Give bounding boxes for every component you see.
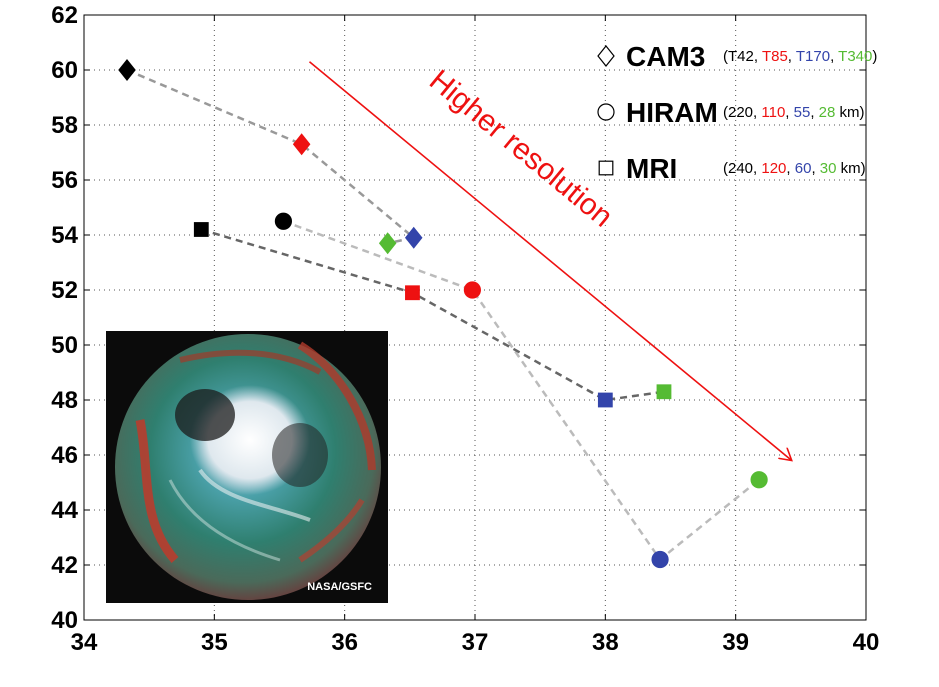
x-tick-label: 40 xyxy=(853,629,880,656)
data-point-square xyxy=(405,285,420,301)
data-point-square xyxy=(656,384,672,400)
y-tick-label: 46 xyxy=(51,442,78,469)
y-tick-label: 60 xyxy=(51,57,78,84)
data-point-circle xyxy=(274,212,293,230)
data-point-circle xyxy=(750,471,768,489)
y-tick-label: 44 xyxy=(51,497,78,524)
legend-value: , xyxy=(785,104,793,121)
inset-credit: NASA/GSFC xyxy=(307,581,372,593)
data-point-square xyxy=(597,392,613,408)
legend-value: , xyxy=(786,160,794,177)
legend-value: ( xyxy=(723,160,728,177)
legend-model-name: HIRAM xyxy=(626,97,718,128)
series-lines xyxy=(126,68,760,562)
x-tick-label: 39 xyxy=(722,629,749,656)
legend-model-name: CAM3 xyxy=(626,41,705,72)
y-tick-label: 62 xyxy=(51,2,78,29)
y-tick-label: 52 xyxy=(51,277,78,304)
legend-value: T340 xyxy=(838,48,872,65)
data-point-diamond xyxy=(404,226,423,249)
axis-ticks: 34 35 36 37 38 39 40 40 42 44 46 48 50 52 54 56 58 60 62 xyxy=(51,2,879,656)
legend-value: 30 xyxy=(820,160,837,177)
y-tick-label: 48 xyxy=(51,387,78,414)
legend-value: T42 xyxy=(728,48,754,65)
legend-value: 220 xyxy=(728,104,753,121)
x-tick-label: 34 xyxy=(71,629,98,656)
legend-value: ) xyxy=(872,48,877,65)
legend-value: ( xyxy=(723,48,728,65)
legend-entry-text: (240, 120, 60, 30 km) xyxy=(723,160,866,177)
legend-value: , xyxy=(753,160,761,177)
legend-value: 28 xyxy=(819,104,836,121)
legend-marker-diamond xyxy=(597,45,615,67)
legend-value: 55 xyxy=(794,104,811,121)
x-tick-label: 36 xyxy=(331,629,358,656)
y-tick-label: 56 xyxy=(51,167,78,194)
legend-value: T85 xyxy=(762,48,788,65)
legend-marker-circle xyxy=(597,103,615,121)
legend-value: , xyxy=(754,48,762,65)
series-markers xyxy=(118,59,768,569)
data-point-square xyxy=(193,222,209,237)
legend-entry-text: (T42, T85, T170, T340) xyxy=(723,48,877,65)
legend-entry-text: (220, 110, 55, 28 km) xyxy=(723,104,865,121)
series-line-circle xyxy=(282,220,760,562)
legend-value: , xyxy=(788,48,796,65)
legend-value: , xyxy=(753,104,761,121)
x-tick-label: 38 xyxy=(592,629,619,656)
legend-marker-square xyxy=(598,160,614,176)
data-point-diamond xyxy=(292,133,311,156)
legend-value: km) xyxy=(836,160,865,177)
legend: CAM3 (T42, T85, T170, T340)HIRAM (220, 110… xyxy=(597,41,877,184)
y-tick-label: 50 xyxy=(51,332,78,359)
legend-value: km) xyxy=(835,104,864,121)
x-tick-label: 35 xyxy=(201,629,228,656)
legend-value: , xyxy=(830,48,838,65)
legend-value: T170 xyxy=(796,48,830,65)
x-tick-label: 37 xyxy=(462,629,489,656)
legend-model-name: MRI xyxy=(626,153,677,184)
data-point-diamond xyxy=(118,59,136,81)
legend-value: ( xyxy=(723,104,728,121)
legend-value: 120 xyxy=(761,160,786,177)
data-point-diamond xyxy=(378,232,397,255)
series-line-square xyxy=(200,228,665,402)
y-tick-label: 54 xyxy=(51,222,78,249)
y-tick-label: 40 xyxy=(51,607,78,634)
inset-globe-image: NASA/GSFC xyxy=(106,331,388,603)
legend-value: 60 xyxy=(795,160,812,177)
resolution-arrow xyxy=(308,61,791,461)
legend-value: 240 xyxy=(728,160,753,177)
data-point-circle xyxy=(463,281,481,299)
series-line-diamond xyxy=(126,68,417,245)
y-tick-label: 42 xyxy=(51,552,78,579)
legend-value: , xyxy=(811,160,819,177)
legend-value: 110 xyxy=(761,104,785,121)
data-point-circle xyxy=(651,550,669,569)
y-tick-label: 58 xyxy=(51,112,78,139)
legend-value: , xyxy=(810,104,818,121)
